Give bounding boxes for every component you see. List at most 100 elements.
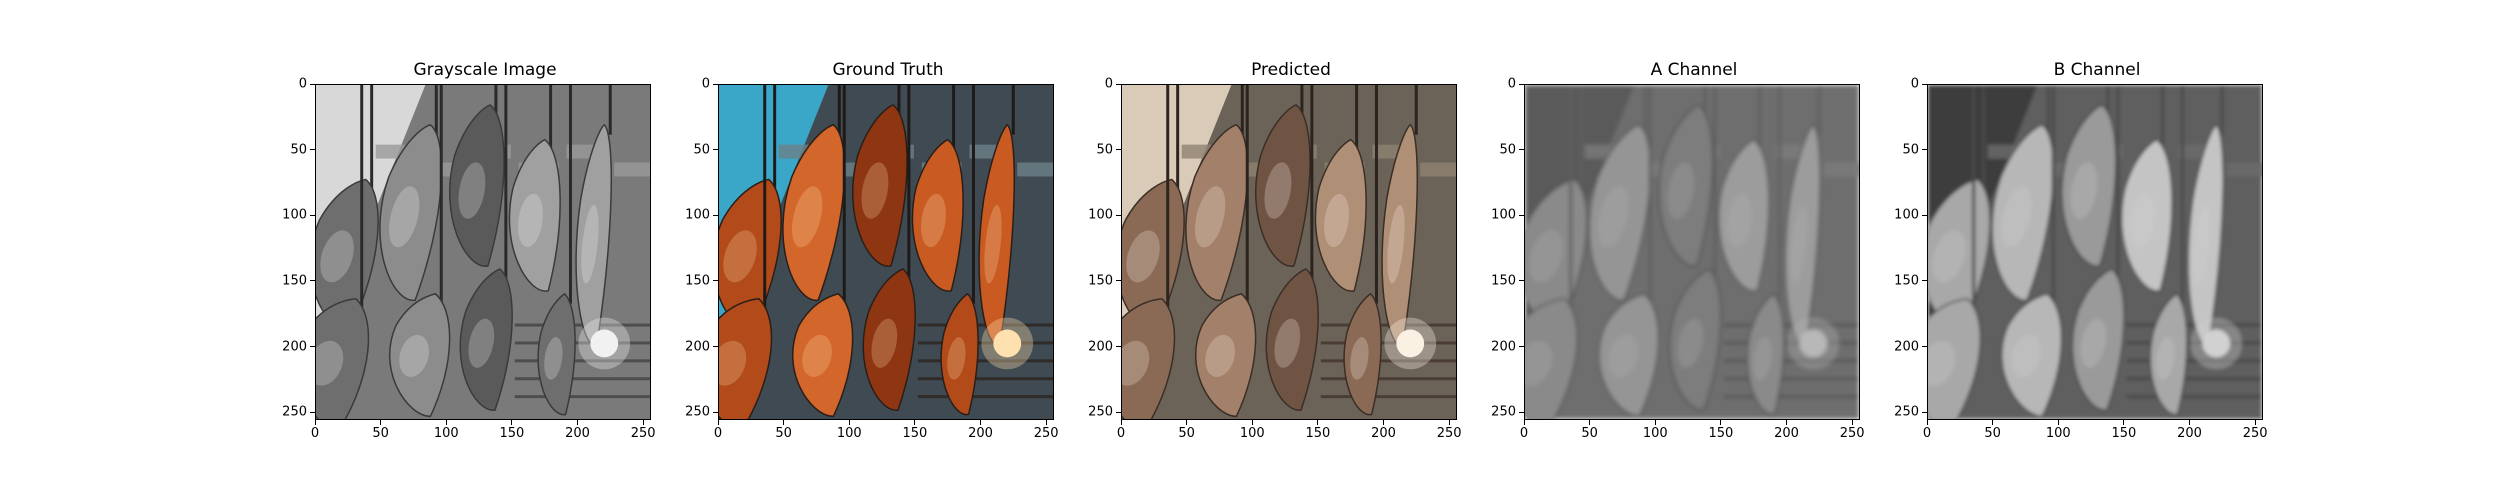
ham-highlight <box>1597 186 1629 248</box>
shelf-line <box>917 377 1053 381</box>
y-tick-label: 100 <box>1088 207 1113 223</box>
x-tick-label: 250 <box>2242 426 2268 441</box>
ham <box>1588 123 1652 302</box>
x-tick-label: 0 <box>1922 426 1932 441</box>
ham-body <box>575 123 613 346</box>
y-tick-label: 250 <box>1894 404 1919 420</box>
x-tick-label: 200 <box>2177 426 2202 441</box>
y-tick-mark <box>713 83 718 85</box>
y-tick-label: 250 <box>282 404 307 420</box>
y-tick-mark <box>1519 83 1524 85</box>
ham-highlight <box>802 334 832 377</box>
shelf-line <box>917 395 1053 399</box>
ham-body <box>792 292 854 418</box>
ham <box>1255 104 1311 267</box>
panel-title: Grayscale Image <box>413 60 557 80</box>
x-tick-label: 0 <box>1116 426 1126 441</box>
panel-b-channel: B Channel 0 50 100 150 200 250 0 50 100 150 200 250 <box>1894 0 2287 500</box>
shelf-line <box>2126 359 2262 363</box>
ham-body <box>911 138 964 292</box>
y-tick-label: 50 <box>290 142 307 158</box>
panel-ground-truth: Ground Truth 0 50 100 150 200 250 0 50 100 150 200… <box>685 0 1078 500</box>
x-tick-mark <box>577 420 578 425</box>
ham-highlight <box>1608 334 1638 377</box>
ham <box>2120 138 2173 292</box>
x-tick-mark <box>2123 420 2125 425</box>
x-tick-mark <box>1786 420 1787 425</box>
lamp-glow <box>981 317 1034 370</box>
ham <box>449 104 505 267</box>
y-tick-label: 150 <box>282 273 307 289</box>
ham-highlight <box>320 230 354 283</box>
y-tick-mark <box>1922 411 1927 413</box>
x-tick-label: 250 <box>1436 426 1462 441</box>
shelf-line <box>2126 395 2262 399</box>
ham-highlight <box>399 334 429 377</box>
shelf-line <box>917 359 1053 363</box>
ham <box>2071 268 2125 411</box>
y-tick-label: 200 <box>685 339 710 354</box>
ham-highlight <box>1274 318 1301 368</box>
ham <box>2149 292 2188 416</box>
ham-body <box>940 292 979 416</box>
y-tick-mark <box>1922 214 1927 216</box>
panel-grayscale: Grayscale Image 0 50 100 150 200 250 0 50 100 150… <box>282 0 675 500</box>
ham <box>1717 138 1770 292</box>
y-tick-mark <box>310 346 315 347</box>
x-tick-label: 50 <box>372 426 389 441</box>
x-tick-mark <box>717 420 719 425</box>
ham-highlight <box>947 337 966 380</box>
x-tick-label: 100 <box>2045 426 2071 441</box>
x-tick-label: 200 <box>1371 426 1396 441</box>
ham-highlight <box>1387 205 1405 284</box>
ham-body <box>852 104 908 267</box>
ham <box>2061 104 2117 267</box>
ham <box>389 292 451 418</box>
y-tick-label: 250 <box>685 404 710 420</box>
y-tick-mark <box>713 280 718 282</box>
ham <box>852 104 908 267</box>
x-tick-label: 250 <box>1839 426 1865 441</box>
y-tick-label: 50 <box>693 142 710 158</box>
ham <box>1991 123 2055 302</box>
ham-body <box>1122 297 1176 419</box>
ham-body <box>862 268 916 411</box>
x-tick-label: 50 <box>1984 426 2001 441</box>
y-tick-label: 250 <box>1491 404 1516 420</box>
x-tick-mark <box>2254 420 2256 425</box>
x-tick-mark <box>445 420 447 425</box>
ham <box>978 123 1016 346</box>
ham-highlight <box>388 186 420 248</box>
ham-highlight <box>1727 193 1752 248</box>
ham-body <box>1343 292 1382 416</box>
ham-highlight <box>1126 230 1160 283</box>
y-tick-mark <box>310 214 315 216</box>
ham-highlight <box>1753 337 1772 380</box>
scene <box>1928 85 2262 419</box>
ham-highlight <box>544 337 563 380</box>
x-tick-mark <box>380 420 382 425</box>
ham <box>1381 123 1419 346</box>
ham-highlight <box>1350 337 1369 380</box>
shelf-line <box>514 377 650 381</box>
ham <box>792 292 854 418</box>
ham-highlight <box>1122 340 1150 386</box>
y-tick-mark <box>1922 346 1927 347</box>
shelf-line <box>514 359 650 363</box>
x-tick-label: 200 <box>968 426 993 441</box>
x-tick-label: 250 <box>1033 426 1059 441</box>
y-tick-label: 50 <box>1096 142 1113 158</box>
y-tick-mark <box>1519 214 1524 216</box>
panel-title: Predicted <box>1251 60 1331 80</box>
y-tick-label: 50 <box>1499 142 1516 158</box>
image-axes <box>1121 84 1457 420</box>
ham <box>2187 123 2225 346</box>
x-tick-label: 0 <box>1519 426 1529 441</box>
y-tick-mark <box>310 280 315 282</box>
shelf-line <box>1320 395 1456 399</box>
x-tick-label: 200 <box>1774 426 1799 441</box>
ham-highlight <box>518 193 543 248</box>
shelf-line <box>1320 359 1456 363</box>
ham-highlight <box>984 205 1002 284</box>
y-tick-label: 0 <box>298 76 307 92</box>
